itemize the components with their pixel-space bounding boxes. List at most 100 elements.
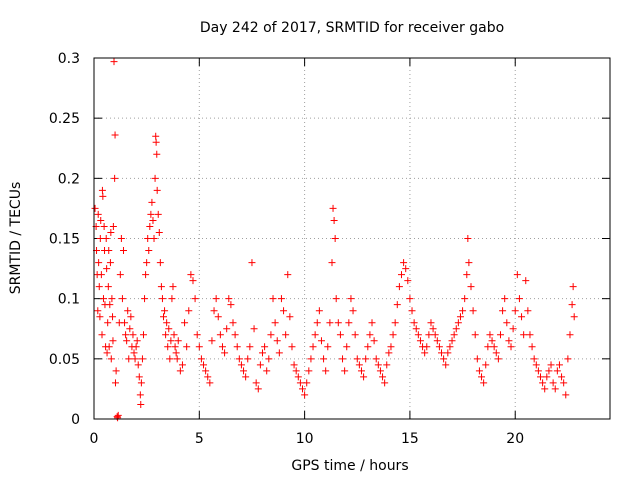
data-point: [221, 349, 229, 357]
data-point: [370, 337, 378, 345]
data-point: [235, 355, 243, 363]
data-point: [496, 331, 504, 339]
data-point: [149, 216, 157, 224]
data-point: [532, 361, 540, 369]
data-point: [95, 259, 103, 267]
data-point: [109, 222, 117, 230]
data-point: [545, 367, 553, 375]
data-point: [480, 379, 488, 387]
data-point: [444, 349, 452, 357]
data-point: [252, 379, 260, 387]
data-point: [509, 325, 517, 333]
data-point: [216, 331, 224, 339]
data-point: [104, 319, 112, 327]
data-point: [404, 277, 412, 285]
data-point: [282, 331, 290, 339]
data-point: [166, 355, 174, 363]
data-point: [99, 295, 107, 303]
data-point: [152, 132, 160, 140]
data-point: [524, 307, 532, 315]
data-point: [406, 295, 414, 303]
data-point: [528, 343, 536, 351]
data-point: [536, 373, 544, 381]
data-point: [364, 343, 372, 351]
data-point: [438, 349, 446, 357]
data-point: [137, 379, 145, 387]
data-point: [145, 247, 153, 255]
data-point: [244, 355, 252, 363]
data-point: [515, 295, 523, 303]
data-point: [296, 379, 304, 387]
data-point: [133, 337, 141, 345]
data-point: [503, 319, 511, 327]
data-point: [541, 385, 549, 393]
y-tick-label: 0.05: [49, 352, 80, 368]
data-point: [349, 307, 357, 315]
data-point: [233, 343, 241, 351]
data-point: [339, 355, 347, 363]
data-point: [158, 295, 166, 303]
data-point: [334, 319, 342, 327]
data-point: [135, 373, 143, 381]
data-point: [139, 331, 147, 339]
data-point: [189, 277, 197, 285]
data-point: [237, 361, 245, 369]
data-point: [317, 337, 325, 345]
data-point: [111, 174, 119, 182]
data-point: [134, 361, 142, 369]
data-point: [381, 379, 389, 387]
data-point: [195, 343, 203, 351]
data-point: [123, 337, 131, 345]
data-point: [513, 271, 521, 279]
data-point: [379, 373, 387, 381]
data-point: [225, 295, 233, 303]
data-point: [311, 331, 319, 339]
data-point: [366, 331, 374, 339]
data-point: [549, 379, 557, 387]
data-point: [246, 343, 254, 351]
data-point: [126, 325, 134, 333]
data-point: [464, 235, 472, 242]
data-point: [391, 319, 399, 327]
data-point: [488, 337, 496, 345]
data-point: [160, 313, 168, 321]
data-point: [360, 373, 368, 381]
data-point: [505, 337, 513, 345]
data-point: [162, 331, 170, 339]
data-point: [118, 295, 126, 303]
data-point: [463, 271, 471, 279]
data-point: [416, 337, 424, 345]
data-point: [328, 259, 336, 267]
data-point: [138, 355, 146, 363]
data-point: [111, 131, 119, 139]
data-point: [116, 271, 124, 279]
data-point: [486, 331, 494, 339]
data-point: [151, 174, 159, 182]
data-point: [214, 313, 222, 321]
data-point: [183, 343, 191, 351]
data-point: [478, 373, 486, 381]
data-point: [473, 355, 481, 363]
data-point: [324, 343, 332, 351]
data-point: [94, 307, 102, 315]
data-point: [109, 313, 117, 321]
data-point: [329, 204, 337, 212]
data-point: [568, 301, 576, 309]
data-point: [332, 295, 340, 303]
data-point: [121, 319, 129, 327]
data-point: [110, 58, 118, 66]
data-point: [206, 379, 214, 387]
data-point: [459, 307, 467, 315]
data-point: [155, 228, 163, 236]
data-point: [97, 216, 105, 224]
data-point: [164, 343, 172, 351]
x-tick-label: 15: [401, 431, 419, 447]
data-point: [197, 355, 205, 363]
y-axis-ticks: 0 0.05 0.1 0.15 0.2 0.25 0.3: [49, 51, 610, 428]
x-tick-label: 10: [296, 431, 314, 447]
data-point: [218, 343, 226, 351]
data-point: [153, 186, 161, 194]
data-point: [555, 361, 563, 369]
data-point: [299, 385, 307, 393]
data-point: [261, 343, 269, 351]
